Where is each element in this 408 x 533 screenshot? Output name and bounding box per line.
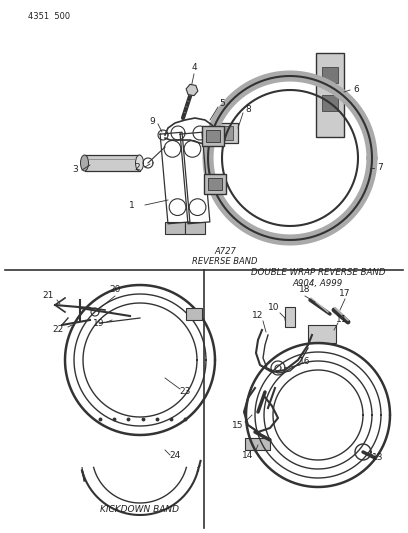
Text: 4: 4 — [191, 63, 197, 72]
Text: 18: 18 — [299, 286, 311, 295]
Bar — [221, 126, 233, 140]
Bar — [204, 174, 226, 194]
Text: 19: 19 — [93, 319, 105, 327]
Bar — [285, 307, 295, 327]
Text: 22: 22 — [52, 326, 64, 335]
Ellipse shape — [80, 155, 89, 171]
Bar — [322, 95, 338, 111]
Text: 1: 1 — [129, 200, 135, 209]
Bar — [84, 155, 140, 171]
Text: 7: 7 — [377, 164, 383, 173]
Bar — [208, 178, 222, 190]
Text: 15: 15 — [232, 421, 244, 430]
Text: 21: 21 — [42, 290, 54, 300]
Text: 20: 20 — [109, 286, 121, 295]
Text: 5: 5 — [219, 99, 225, 108]
Text: 4351  500: 4351 500 — [28, 12, 70, 21]
Text: 3: 3 — [72, 166, 78, 174]
Bar — [316, 53, 344, 137]
Bar — [308, 325, 336, 343]
Bar — [322, 67, 338, 83]
Text: 24: 24 — [169, 450, 181, 459]
Text: 6: 6 — [353, 85, 359, 94]
Text: 23: 23 — [179, 387, 191, 397]
Text: 12: 12 — [252, 311, 264, 320]
Text: 14: 14 — [242, 451, 254, 461]
Bar — [186, 309, 202, 320]
Bar — [206, 130, 220, 142]
Text: REVERSE BAND: REVERSE BAND — [192, 256, 258, 265]
Bar — [216, 123, 238, 143]
Bar — [202, 126, 224, 146]
Polygon shape — [186, 84, 198, 95]
Ellipse shape — [135, 155, 144, 171]
Text: DOUBLE WRAP REVERSE BAND
A904, A999: DOUBLE WRAP REVERSE BAND A904, A999 — [251, 268, 385, 288]
Text: 17: 17 — [339, 288, 351, 297]
Text: 10: 10 — [268, 303, 280, 312]
Bar — [165, 222, 185, 234]
Text: 16: 16 — [299, 358, 311, 367]
Text: 8: 8 — [245, 106, 251, 115]
Text: 13: 13 — [372, 453, 384, 462]
Bar — [245, 438, 270, 450]
Text: 2: 2 — [134, 164, 140, 173]
Bar — [185, 222, 205, 234]
Text: KICKDOWN BAND: KICKDOWN BAND — [100, 505, 179, 514]
Text: 9: 9 — [149, 117, 155, 126]
Text: 11: 11 — [336, 316, 348, 325]
Text: A727: A727 — [214, 247, 236, 256]
